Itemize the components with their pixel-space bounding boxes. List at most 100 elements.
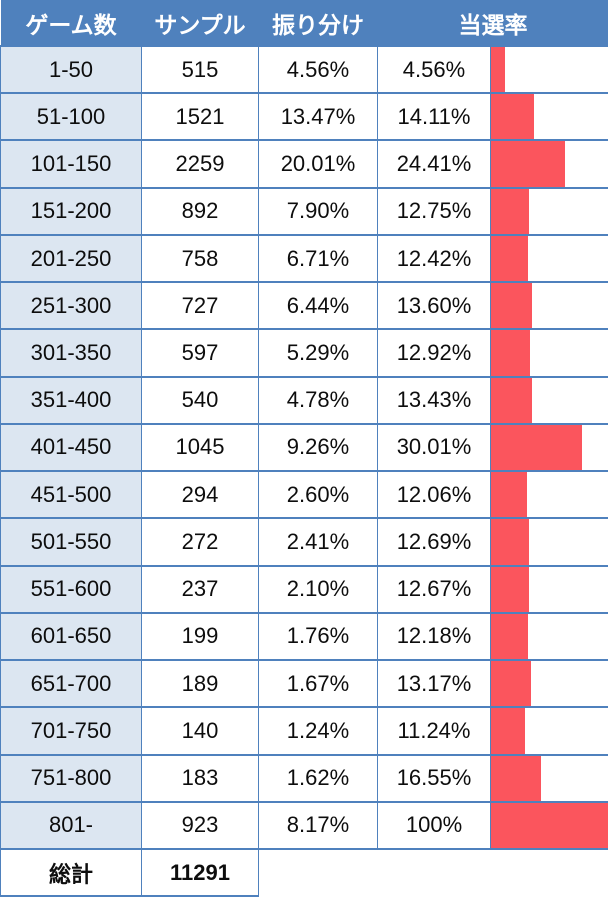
distribution-cell: 1.67% <box>258 659 378 709</box>
sample-cell: 597 <box>141 328 259 378</box>
game-range-cell: 451-500 <box>0 470 142 520</box>
game-range-cell: 651-700 <box>0 659 142 709</box>
table-row: 51-100 1521 13.47% 14.11% <box>0 92 608 142</box>
win-rate-cell: 12.06% <box>377 470 491 520</box>
game-range-cell: 201-250 <box>0 233 142 284</box>
table-body: 1-50 515 4.56% 4.56% 51-100 1521 13.47% 14.11% 1… <box>0 44 608 851</box>
total-sample-cell: 11291 <box>141 848 259 897</box>
distribution-cell: 2.10% <box>258 564 378 614</box>
total-row-empty-area <box>258 849 608 896</box>
table-row: 201-250 758 6.71% 12.42% <box>0 233 608 284</box>
win-rate-cell: 12.69% <box>377 517 491 567</box>
table-row: 401-450 1045 9.26% 30.01% <box>0 422 608 473</box>
distribution-cell: 4.78% <box>258 375 378 425</box>
distribution-cell: 5.29% <box>258 328 378 378</box>
win-rate-bar-cell <box>490 800 608 851</box>
sample-cell: 515 <box>141 44 259 95</box>
table-row: 251-300 727 6.44% 13.60% <box>0 281 608 331</box>
win-rate-bar <box>491 48 505 92</box>
game-range-cell: 601-650 <box>0 611 142 662</box>
win-rate-bar-cell <box>490 611 608 662</box>
win-rate-bar <box>491 614 528 659</box>
win-rate-bar-cell <box>490 659 608 709</box>
win-rate-bar-cell <box>490 517 608 567</box>
game-range-cell: 351-400 <box>0 375 142 425</box>
win-rate-bar <box>491 95 534 139</box>
table-row: 601-650 199 1.76% 12.18% <box>0 611 608 662</box>
win-rate-bar <box>491 284 533 328</box>
win-rate-bar-cell <box>490 281 608 331</box>
win-rate-bar-cell <box>490 92 608 142</box>
win-rate-cell: 24.41% <box>377 139 491 189</box>
win-rate-bar <box>491 756 541 800</box>
game-range-cell: 401-450 <box>0 422 142 473</box>
win-rate-bar <box>491 473 528 517</box>
win-rate-bar <box>491 709 525 753</box>
distribution-cell: 9.26% <box>258 422 378 473</box>
header-distribution: 振り分け <box>258 0 378 46</box>
sample-cell: 183 <box>141 753 259 803</box>
game-range-cell: 251-300 <box>0 281 142 331</box>
win-rate-bar <box>491 142 565 186</box>
distribution-cell: 6.71% <box>258 233 378 284</box>
sample-cell: 272 <box>141 517 259 567</box>
win-rate-cell: 11.24% <box>377 706 491 756</box>
distribution-cell: 13.47% <box>258 92 378 142</box>
win-rate-bar-cell <box>490 564 608 614</box>
sample-cell: 189 <box>141 659 259 709</box>
sample-cell: 727 <box>141 281 259 331</box>
table-row: 1-50 515 4.56% 4.56% <box>0 44 608 95</box>
distribution-cell: 1.24% <box>258 706 378 756</box>
win-rate-bar-cell <box>490 753 608 803</box>
table-row: 151-200 892 7.90% 12.75% <box>0 186 608 236</box>
win-rate-bar <box>491 378 532 422</box>
win-rate-cell: 12.18% <box>377 611 491 662</box>
win-rate-bar-cell <box>490 186 608 236</box>
sample-cell: 758 <box>141 233 259 284</box>
distribution-cell: 7.90% <box>258 186 378 236</box>
game-range-cell: 101-150 <box>0 139 142 189</box>
distribution-cell: 8.17% <box>258 800 378 851</box>
win-rate-cell: 12.42% <box>377 233 491 284</box>
win-rate-cell: 100% <box>377 800 491 851</box>
game-range-cell: 501-550 <box>0 517 142 567</box>
header-sample: サンプル <box>141 0 259 46</box>
win-rate-bar <box>491 662 531 706</box>
win-rate-cell: 13.17% <box>377 659 491 709</box>
sample-cell: 923 <box>141 800 259 851</box>
win-rate-cell: 13.43% <box>377 375 491 425</box>
game-range-cell: 1-50 <box>0 44 142 95</box>
game-range-cell: 301-350 <box>0 328 142 378</box>
header-win-rate: 当選率 <box>377 0 608 46</box>
distribution-cell: 1.62% <box>258 753 378 803</box>
win-rate-cell: 4.56% <box>377 44 491 95</box>
win-rate-bar-cell <box>490 470 608 520</box>
game-range-cell: 801- <box>0 800 142 851</box>
win-rate-cell: 30.01% <box>377 422 491 473</box>
win-rate-bar <box>491 803 608 847</box>
win-rate-bar <box>491 425 582 470</box>
sample-cell: 1521 <box>141 92 259 142</box>
win-rate-bar-cell <box>490 328 608 378</box>
win-rate-cell: 13.60% <box>377 281 491 331</box>
distribution-cell: 6.44% <box>258 281 378 331</box>
sample-cell: 2259 <box>141 139 259 189</box>
distribution-cell: 2.60% <box>258 470 378 520</box>
sample-cell: 140 <box>141 706 259 756</box>
table-row: 101-150 2259 20.01% 24.41% <box>0 139 608 189</box>
table-row: 551-600 237 2.10% 12.67% <box>0 564 608 614</box>
table-row: 301-350 597 5.29% 12.92% <box>0 328 608 378</box>
game-range-cell: 751-800 <box>0 753 142 803</box>
win-rate-bar <box>491 236 529 281</box>
table-row: 701-750 140 1.24% 11.24% <box>0 706 608 756</box>
table-row: 351-400 540 4.78% 13.43% <box>0 375 608 425</box>
win-rate-bar-cell <box>490 422 608 473</box>
sample-cell: 540 <box>141 375 259 425</box>
game-range-cell: 701-750 <box>0 706 142 756</box>
win-rate-cell: 12.67% <box>377 564 491 614</box>
win-rate-bar-cell <box>490 375 608 425</box>
table-row: 501-550 272 2.41% 12.69% <box>0 517 608 567</box>
header-row: ゲーム数 サンプル 振り分け 当選率 <box>0 0 608 46</box>
win-rate-cell: 14.11% <box>377 92 491 142</box>
